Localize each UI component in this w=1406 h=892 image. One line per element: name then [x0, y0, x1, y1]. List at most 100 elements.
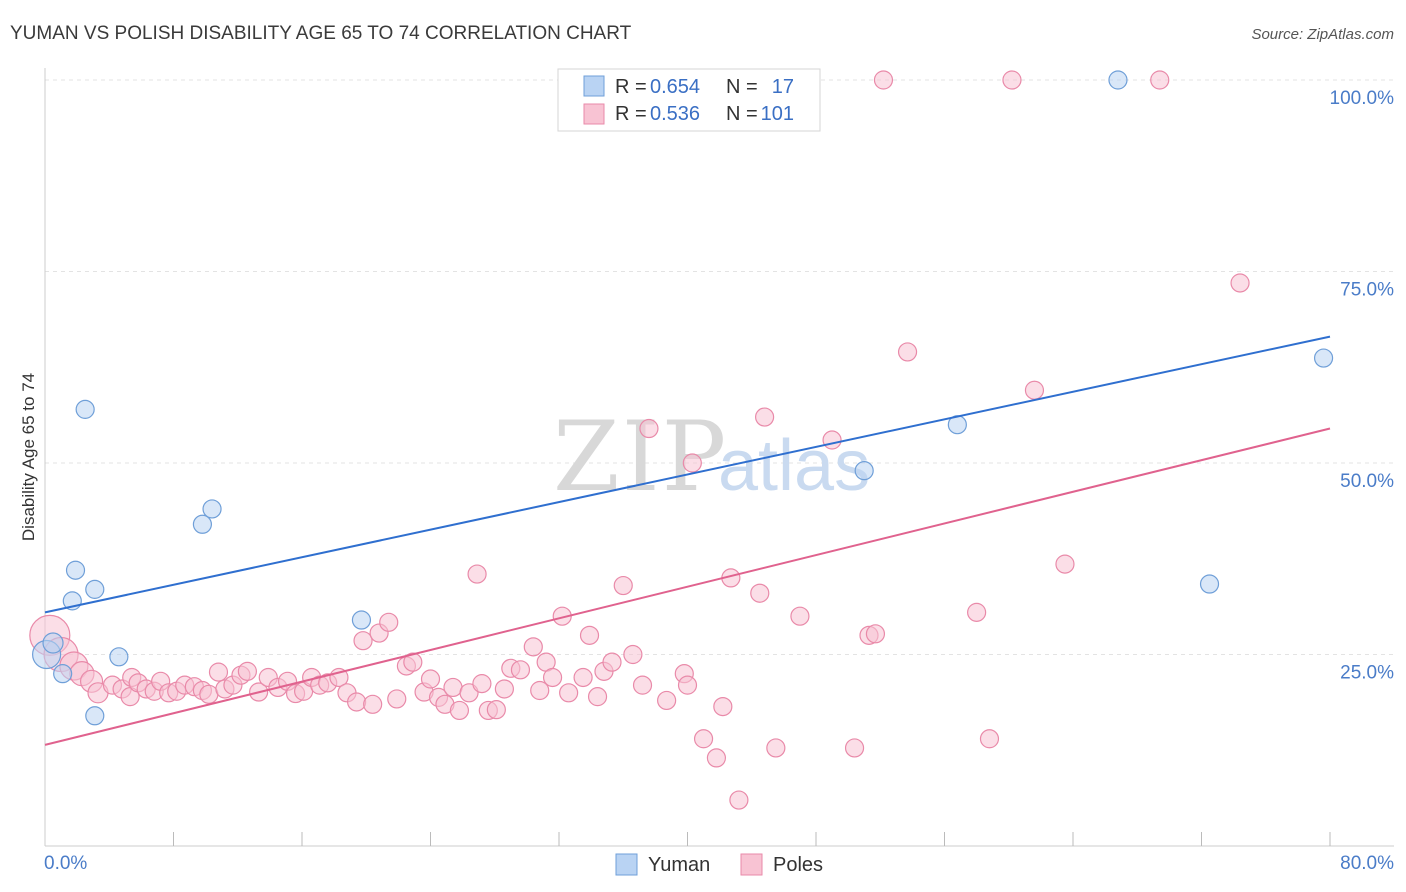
poles-point	[632, 675, 653, 695]
legend-yuman-r-label: R =	[615, 76, 652, 98]
poles-point	[472, 674, 492, 694]
watermark-zip: ZIP	[553, 401, 728, 513]
legend-poles-r-label: R =	[615, 103, 652, 125]
yuman-point	[202, 499, 222, 519]
poles-point	[403, 652, 423, 672]
poles-point	[530, 680, 550, 701]
poles-point	[613, 575, 633, 596]
poles-point	[750, 583, 770, 603]
poles-point	[420, 669, 441, 689]
legend-yuman-r-value: 0.654	[650, 76, 700, 98]
yuman-point	[854, 461, 874, 481]
y-tick-label: 50.0%	[1340, 471, 1394, 492]
poles-point	[1230, 273, 1250, 293]
chart-source: Source: ZipAtlas.com	[1251, 26, 1394, 43]
poles-point	[693, 729, 714, 749]
poles-point	[766, 738, 786, 758]
legend-poles-n-value: 101	[761, 103, 794, 125]
poles-point	[510, 660, 531, 680]
poles-point	[754, 407, 775, 427]
poles-point	[573, 667, 593, 688]
poles-point	[873, 70, 894, 90]
poles-trend-line	[44, 427, 1331, 746]
yuman-point	[75, 399, 95, 419]
x-ticks	[173, 832, 1331, 846]
y-tick-label: 100.0%	[1330, 88, 1395, 109]
poles-point	[1055, 554, 1075, 574]
poles-point	[706, 748, 727, 768]
poles-point	[347, 692, 367, 712]
legend-poles-r-value: 0.536	[650, 103, 700, 125]
poles-point	[713, 696, 733, 717]
chart-title: YUMAN VS POLISH DISABILITY AGE 65 TO 74 …	[10, 23, 632, 44]
poles-point	[494, 679, 514, 699]
poles-point	[523, 637, 543, 657]
poles-point	[677, 675, 698, 695]
yuman-point	[85, 706, 105, 726]
bottom-legend-swatch-yuman	[615, 853, 638, 876]
yuman-trend-line	[44, 335, 1331, 614]
poles-point	[353, 631, 373, 651]
y-tick-label: 75.0%	[1340, 280, 1394, 301]
poles-point	[602, 652, 622, 672]
legend-yuman-n-label: N =	[726, 76, 763, 98]
poles-point	[1150, 70, 1170, 90]
bottom-legend-swatch-poles	[740, 853, 763, 876]
legend-swatch-poles	[583, 103, 605, 125]
poles-point	[657, 690, 677, 711]
watermark: ZIP atlas	[553, 401, 870, 513]
legend-poles-n-label: N =	[726, 103, 763, 125]
poles-point	[387, 689, 407, 709]
poles-points	[29, 70, 1250, 810]
poles-point	[542, 667, 563, 688]
poles-point	[790, 606, 810, 626]
poles-point	[822, 430, 842, 450]
x-tick-label-max: 80.0%	[1340, 853, 1394, 874]
poles-point	[729, 790, 749, 810]
yuman-point	[351, 610, 372, 630]
poles-point	[486, 700, 506, 720]
y-tick-label: 25.0%	[1340, 663, 1394, 684]
yuman-point	[65, 560, 86, 580]
poles-point	[865, 624, 886, 644]
poles-point	[579, 625, 600, 645]
poles-point	[897, 342, 918, 362]
bottom-legend-yuman-label: Yuman	[648, 854, 710, 876]
bottom-legend-poles-label: Poles	[773, 854, 823, 876]
yuman-point	[1108, 70, 1128, 90]
poles-point	[199, 684, 219, 704]
poles-point	[443, 677, 463, 698]
yuman-point	[109, 647, 129, 667]
poles-point	[467, 564, 487, 584]
poles-point	[208, 662, 229, 682]
poles-point	[237, 661, 257, 681]
yuman-point	[1313, 348, 1334, 368]
poles-point	[979, 729, 1000, 749]
poles-point	[363, 694, 383, 714]
legend: R = 0.654 N = 17 R = 0.536 N = 101	[557, 68, 821, 132]
poles-point	[1002, 70, 1022, 90]
legend-yuman-n-value: 17	[772, 76, 794, 98]
yuman-point	[1199, 574, 1220, 594]
yuman-point	[85, 579, 105, 599]
yuman-point	[42, 632, 64, 654]
poles-point	[639, 418, 659, 439]
y-axis-label: Disability Age 65 to 74	[19, 373, 38, 541]
poles-point	[449, 700, 470, 721]
yuman-points	[32, 70, 1334, 726]
legend-swatch-yuman	[583, 75, 605, 97]
poles-point	[623, 644, 643, 665]
y-tick-labels: 25.0% 50.0% 75.0% 100.0%	[1330, 88, 1395, 684]
poles-point	[1024, 380, 1045, 400]
poles-point	[559, 683, 579, 703]
poles-point	[682, 453, 702, 473]
yuman-point	[53, 664, 73, 684]
bottom-legend: Yuman Poles	[615, 853, 823, 876]
poles-point	[967, 602, 987, 622]
poles-point	[379, 612, 399, 632]
poles-point	[844, 738, 865, 758]
yuman-point	[192, 514, 213, 534]
watermark-atlas: atlas	[718, 426, 870, 506]
poles-point	[587, 687, 608, 707]
